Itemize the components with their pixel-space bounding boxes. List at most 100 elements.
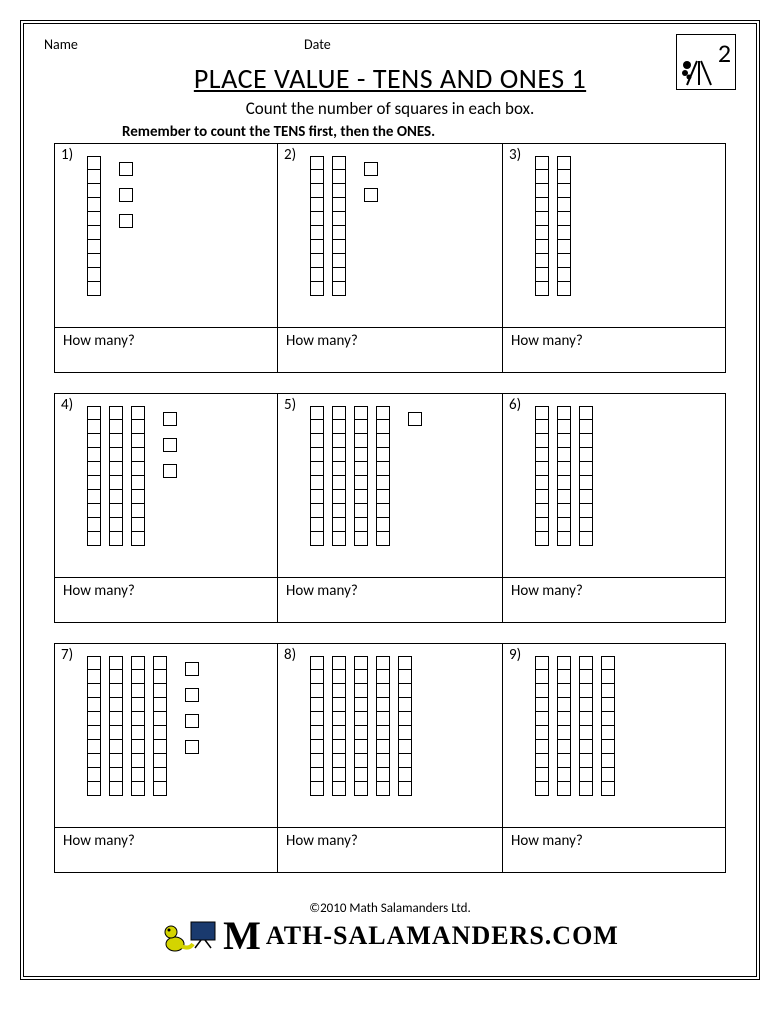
- unit-square: [535, 656, 549, 670]
- unit-square: [579, 476, 593, 490]
- unit-square: [109, 476, 123, 490]
- unit-square: [579, 698, 593, 712]
- unit-square: [87, 656, 101, 670]
- question-number: 3): [509, 146, 521, 164]
- unit-square: [310, 184, 324, 198]
- ten-rod: [87, 656, 101, 796]
- unit-square: [579, 448, 593, 462]
- unit-square: [332, 156, 346, 170]
- unit-square: [557, 226, 571, 240]
- unit-square: [557, 212, 571, 226]
- unit-square: [535, 518, 549, 532]
- problem-visual-area: 4): [55, 394, 277, 577]
- unit-square: [376, 754, 390, 768]
- problem-cell: 1)How many?: [54, 143, 278, 373]
- unit-square: [109, 698, 123, 712]
- ten-rod: [310, 656, 324, 796]
- problem-visual-area: 8): [278, 644, 502, 827]
- unit-square: [153, 698, 167, 712]
- ones-group: [408, 412, 422, 426]
- unit-square: [376, 670, 390, 684]
- unit-square: [332, 240, 346, 254]
- unit-square: [557, 754, 571, 768]
- unit-square: [535, 712, 549, 726]
- unit-square: [310, 226, 324, 240]
- unit-square: [557, 184, 571, 198]
- unit-square: [354, 406, 368, 420]
- unit-square: [153, 656, 167, 670]
- ten-rod: [376, 656, 390, 796]
- unit-square: [601, 740, 615, 754]
- ten-rod: [109, 406, 123, 546]
- unit-square: [354, 782, 368, 796]
- unit-square: [87, 754, 101, 768]
- unit-square: [109, 768, 123, 782]
- unit-square: [354, 434, 368, 448]
- unit-square: [535, 726, 549, 740]
- unit-square: [310, 698, 324, 712]
- unit-square: [535, 782, 549, 796]
- unit-square: [354, 698, 368, 712]
- unit-square: [354, 726, 368, 740]
- unit-square: [131, 434, 145, 448]
- unit-square: [557, 170, 571, 184]
- ones-group: [119, 162, 133, 228]
- blocks-area: [535, 156, 667, 296]
- unit-square: [109, 490, 123, 504]
- blocks-area: [535, 406, 689, 546]
- unit-square: [535, 684, 549, 698]
- unit-square: [557, 712, 571, 726]
- unit-square: [354, 420, 368, 434]
- unit-square: [557, 670, 571, 684]
- unit-square: [332, 420, 346, 434]
- unit-square: [332, 532, 346, 546]
- unit-square: [557, 518, 571, 532]
- unit-square: [535, 420, 549, 434]
- unit-square: [87, 226, 101, 240]
- unit-square: [119, 214, 133, 228]
- unit-square: [310, 282, 324, 296]
- unit-square: [131, 476, 145, 490]
- unit-square: [535, 268, 549, 282]
- answer-prompt: How many?: [55, 327, 277, 372]
- unit-square: [376, 420, 390, 434]
- answer-prompt: How many?: [278, 827, 502, 872]
- unit-square: [310, 754, 324, 768]
- unit-square: [310, 462, 324, 476]
- unit-square: [163, 412, 177, 426]
- unit-square: [87, 448, 101, 462]
- unit-square: [131, 504, 145, 518]
- unit-square: [332, 268, 346, 282]
- problem-cell: 5)How many?: [278, 393, 502, 623]
- salamander-easel-icon: [679, 47, 719, 87]
- unit-square: [153, 712, 167, 726]
- question-number: 4): [61, 396, 73, 414]
- unit-square: [557, 198, 571, 212]
- unit-square: [87, 212, 101, 226]
- unit-square: [332, 782, 346, 796]
- unit-square: [535, 240, 549, 254]
- unit-square: [131, 490, 145, 504]
- unit-square: [535, 768, 549, 782]
- unit-square: [579, 518, 593, 532]
- unit-square: [579, 490, 593, 504]
- unit-square: [579, 684, 593, 698]
- unit-square: [354, 518, 368, 532]
- unit-square: [131, 726, 145, 740]
- unit-square: [364, 188, 378, 202]
- unit-square: [398, 712, 412, 726]
- ten-rod: [310, 156, 324, 296]
- unit-square: [131, 712, 145, 726]
- unit-square: [376, 726, 390, 740]
- unit-square: [310, 268, 324, 282]
- unit-square: [87, 184, 101, 198]
- ones-group: [185, 662, 199, 754]
- unit-square: [332, 254, 346, 268]
- unit-square: [579, 462, 593, 476]
- unit-square: [131, 532, 145, 546]
- ten-rod: [153, 656, 167, 796]
- answer-prompt: How many?: [503, 577, 725, 622]
- unit-square: [557, 268, 571, 282]
- unit-square: [535, 184, 549, 198]
- site-url: ATH-SALAMANDERS.COM: [266, 921, 619, 951]
